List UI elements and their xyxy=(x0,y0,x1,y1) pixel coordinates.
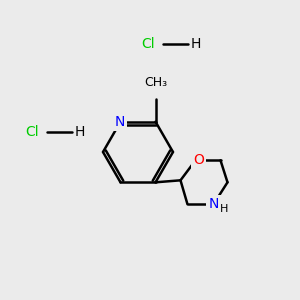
Text: Cl: Cl xyxy=(141,37,155,51)
Text: H: H xyxy=(75,125,85,139)
Text: H: H xyxy=(191,37,201,51)
Text: N: N xyxy=(114,115,125,129)
Text: Cl: Cl xyxy=(25,125,39,139)
Text: N: N xyxy=(208,197,219,211)
Text: H: H xyxy=(220,204,229,214)
Text: O: O xyxy=(193,153,204,167)
Text: CH₃: CH₃ xyxy=(144,76,167,89)
